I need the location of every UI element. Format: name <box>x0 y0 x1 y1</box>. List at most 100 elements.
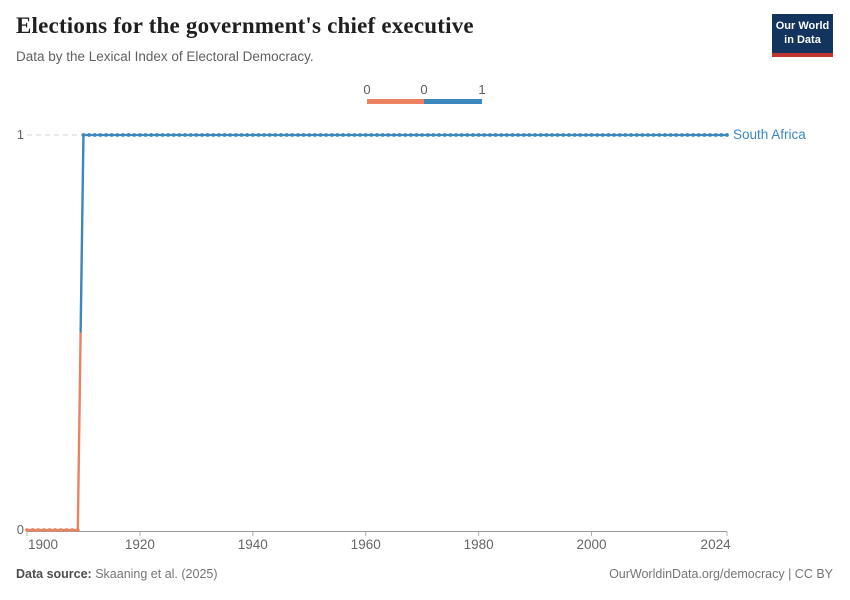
data-point-marker <box>499 133 504 137</box>
data-point-marker <box>177 133 182 137</box>
data-point-marker <box>668 133 673 137</box>
data-point-marker <box>510 133 515 137</box>
data-point-marker <box>273 133 278 137</box>
data-point-marker <box>674 133 679 137</box>
data-point-marker <box>640 133 645 137</box>
data-point-marker <box>629 133 633 137</box>
series-line <box>76 332 82 531</box>
data-point-marker <box>657 133 662 137</box>
x-tick-label-1920: 1920 <box>124 537 155 552</box>
data-point-marker <box>290 133 295 137</box>
data-point-marker <box>53 528 58 532</box>
data-point-marker <box>262 133 266 137</box>
chart-footer: Data source: Skaaning et al. (2025) OurW… <box>16 567 833 581</box>
data-point-marker <box>211 133 216 137</box>
data-point-marker <box>623 133 628 137</box>
data-point-marker <box>696 133 701 137</box>
data-point-marker <box>245 133 250 137</box>
data-point-marker <box>448 133 453 137</box>
data-point-marker <box>47 528 52 532</box>
data-point-marker <box>504 133 509 137</box>
data-point-marker <box>651 133 656 137</box>
data-point-marker <box>408 133 413 137</box>
data-point-marker <box>521 133 526 137</box>
data-point-marker <box>143 133 148 137</box>
data-point-marker <box>132 133 137 137</box>
data-point-marker <box>589 133 594 137</box>
data-point-marker <box>104 133 108 137</box>
legend-tick-1: 0 <box>420 82 428 97</box>
data-point-marker <box>341 133 346 137</box>
license-link[interactable]: OurWorldinData.org/democracy | CC BY <box>609 567 833 581</box>
data-point-marker <box>217 133 221 137</box>
data-point-marker <box>284 133 289 137</box>
data-point-marker <box>465 133 470 137</box>
data-point-marker <box>98 133 103 137</box>
data-point-marker <box>679 133 684 137</box>
data-point-marker <box>442 133 447 137</box>
data-point-marker <box>352 133 357 137</box>
data-point-marker <box>719 133 724 137</box>
page-subtitle: Data by the Lexical Index of Electoral D… <box>16 49 314 64</box>
data-point-marker <box>482 133 487 137</box>
data-point-marker <box>200 133 204 137</box>
data-point-marker <box>121 133 125 137</box>
x-tick-label-2024: 2024 <box>700 537 731 552</box>
data-point-marker <box>414 133 419 137</box>
page-title: Elections for the government's chief exe… <box>16 13 474 38</box>
data-point-marker <box>691 133 696 137</box>
data-point-marker <box>239 133 244 137</box>
data-point-marker <box>550 133 554 137</box>
data-point-marker <box>476 133 481 137</box>
data-point-marker <box>115 133 120 137</box>
owid-logo-line2: in Data <box>784 34 821 47</box>
data-point-marker <box>567 133 571 137</box>
owid-logo-line1: Our World <box>775 20 830 32</box>
data-point-marker <box>30 528 35 532</box>
data-point-marker <box>126 133 131 137</box>
data-point-marker <box>454 133 458 137</box>
data-source-label: Data source: <box>16 567 92 581</box>
data-point-marker <box>369 133 374 137</box>
data-point-marker <box>363 133 368 137</box>
data-point-marker <box>544 133 549 137</box>
data-point-marker <box>166 133 171 137</box>
data-point-marker <box>42 528 46 532</box>
data-point-marker <box>183 133 187 137</box>
data-point-marker <box>617 133 622 137</box>
legend-bin-orange[interactable] <box>367 99 424 104</box>
data-point-marker <box>154 133 159 137</box>
data-source-note: Data source: Skaaning et al. (2025) <box>16 567 218 581</box>
y-tick-label-0: 0 <box>16 522 24 537</box>
data-point-marker <box>301 133 306 137</box>
data-point-marker <box>708 133 712 137</box>
data-point-marker <box>702 133 707 137</box>
data-point-marker <box>81 133 86 137</box>
data-point-marker <box>685 133 690 137</box>
data-point-marker <box>663 133 667 137</box>
entity-label-south-africa[interactable]: South Africa <box>733 127 806 142</box>
data-point-marker <box>228 133 233 137</box>
data-point-marker <box>222 133 227 137</box>
data-point-marker <box>149 133 154 137</box>
data-point-marker <box>194 133 199 137</box>
legend-bin-blue[interactable] <box>424 99 482 104</box>
data-point-marker <box>64 528 69 532</box>
data-point-marker <box>109 133 114 137</box>
data-point-marker <box>386 133 391 137</box>
legend-tick-0: 0 <box>363 82 371 97</box>
data-point-marker <box>324 133 329 137</box>
data-point-marker <box>471 133 475 137</box>
data-point-marker <box>58 528 63 532</box>
data-point-marker <box>233 133 238 137</box>
data-point-marker <box>318 133 323 137</box>
data-point-marker <box>646 133 650 137</box>
data-point-marker <box>488 133 492 137</box>
data-point-marker <box>600 133 605 137</box>
owid-logo[interactable]: Our World in Data <box>772 14 833 57</box>
data-point-marker <box>279 133 283 137</box>
data-point-marker <box>533 133 537 137</box>
data-point-marker <box>606 133 611 137</box>
